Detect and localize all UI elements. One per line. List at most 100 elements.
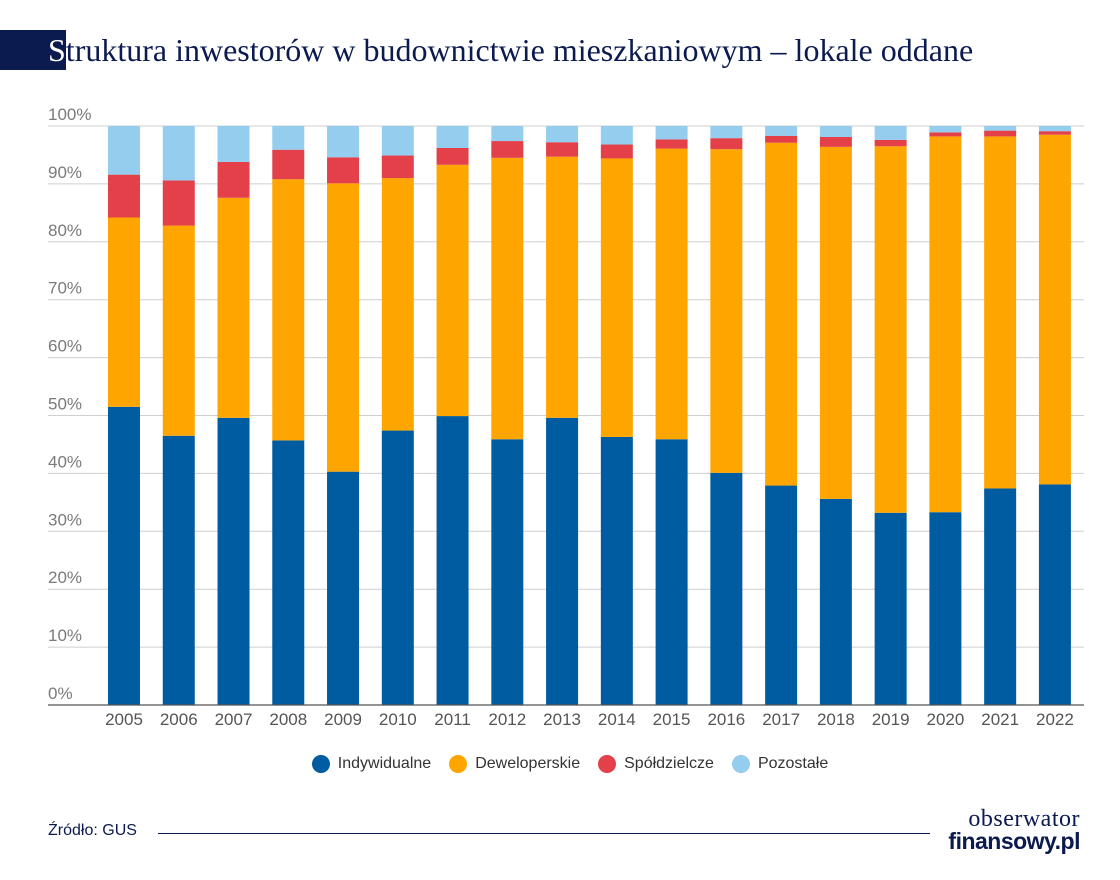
x-tick-label: 2021: [981, 710, 1019, 729]
bar-segment-spółdzielcze: [819, 137, 852, 147]
legend-item: Deweloperskie: [449, 755, 580, 773]
y-tick-label: 90%: [48, 163, 82, 182]
y-tick-label: 70%: [48, 279, 82, 298]
bar-segment-deweloperskie: [162, 225, 195, 436]
bar-segment-spółdzielcze: [546, 142, 579, 157]
bar-segment-spółdzielcze: [929, 132, 962, 137]
bar-segment-pozostałe: [272, 126, 305, 150]
bar-segment-pozostałe: [546, 126, 579, 143]
legend-label: Spółdzielcze: [624, 755, 714, 772]
bar-segment-deweloperskie: [929, 136, 962, 513]
bar-segment-indywidualne: [929, 512, 962, 705]
bar-segment-pozostałe: [491, 126, 524, 142]
x-tick-label: 2012: [488, 710, 526, 729]
bar-segment-deweloperskie: [272, 179, 305, 441]
bar-segment-indywidualne: [272, 440, 305, 705]
y-tick-label: 0%: [48, 684, 73, 703]
stacked-bar-chart: 0% 10% 20% 30% 40% 50% 60% 70% 80% 90% 100% 2005 200…: [48, 105, 1084, 729]
x-tick-label: 2019: [872, 710, 910, 729]
title-text: truktura inwestorów w budownictwie miesz…: [65, 32, 974, 68]
bar-segment-spółdzielcze: [108, 174, 140, 218]
legend-label: Pozostałe: [757, 755, 829, 772]
bar-segment-indywidualne: [874, 512, 907, 705]
bar-segment-spółdzielcze: [272, 149, 305, 180]
title-accent-bar: [0, 30, 66, 70]
x-tick-label: 2022: [1036, 710, 1074, 729]
bar-segment-indywidualne: [710, 472, 743, 705]
bar-segment-indywidualne: [819, 498, 852, 705]
bar-segment-spółdzielcze: [984, 130, 1017, 137]
legend-label: Indywidualne: [337, 755, 432, 772]
bar-segment-indywidualne: [327, 471, 360, 705]
x-tick-label: 2009: [324, 710, 362, 729]
bar-segment-indywidualne: [381, 430, 414, 705]
y-tick-label: 20%: [48, 568, 82, 587]
legend-swatch: [731, 755, 750, 773]
bar-segment-spółdzielcze: [1038, 131, 1071, 135]
bar-segment-pozostałe: [929, 126, 962, 133]
y-tick-label: 40%: [48, 452, 82, 471]
bar-segment-pozostałe: [327, 126, 360, 158]
y-tick-label: 100%: [48, 105, 91, 124]
source-note: Źródło: GUS: [48, 822, 137, 839]
y-tick-label: 80%: [48, 221, 82, 240]
legend-item: Pozostałe: [731, 755, 829, 773]
bar-segment-deweloperskie: [710, 149, 743, 473]
bar-segment-pozostałe: [600, 126, 633, 145]
footer-divider: [158, 833, 930, 834]
y-tick-label: 10%: [48, 626, 82, 645]
x-tick-label: 2008: [269, 710, 307, 729]
bar-segment-indywidualne: [600, 436, 633, 705]
bar-segment-indywidualne: [162, 435, 195, 705]
bar-segment-pozostałe: [710, 126, 743, 139]
bar-segment-indywidualne: [436, 416, 469, 705]
y-tick-label: 60%: [48, 337, 82, 356]
bar-segment-spółdzielcze: [874, 139, 907, 147]
chart-legend: Indywidualne Deweloperskie Spółdzielcze Poz…: [0, 755, 1120, 773]
bar-segment-deweloperskie: [600, 158, 633, 437]
bar-segment-deweloperskie: [874, 146, 907, 513]
brand-logo: obserwator finansowy.pl: [948, 806, 1080, 853]
logo-line-1: obserwator: [968, 806, 1080, 832]
bar-segment-spółdzielcze: [491, 141, 524, 158]
bar-segment-pozostałe: [984, 126, 1017, 131]
bar-segment-spółdzielcze: [162, 180, 195, 226]
legend-swatch: [449, 755, 468, 773]
bar-segment-spółdzielcze: [710, 138, 743, 150]
bar-segment-deweloperskie: [381, 178, 414, 431]
x-tick-label: 2016: [707, 710, 745, 729]
x-tick-label: 2020: [926, 710, 964, 729]
bar-segment-deweloperskie: [108, 217, 140, 407]
bar-segment-indywidualne: [984, 488, 1017, 705]
legend-item: Spółdzielcze: [598, 755, 714, 773]
bar-segment-pozostałe: [1038, 126, 1071, 132]
legend-swatch: [311, 755, 330, 773]
x-tick-label: 2015: [653, 710, 691, 729]
bar-segment-pozostałe: [765, 126, 798, 136]
bar-segment-spółdzielcze: [765, 135, 798, 143]
bar-segment-deweloperskie: [327, 183, 360, 472]
bar-segment-spółdzielcze: [217, 161, 250, 198]
bar-segment-indywidualne: [217, 417, 250, 705]
y-tick-label: 30%: [48, 510, 82, 529]
x-tick-label: 2007: [215, 710, 253, 729]
legend-label: Deweloperskie: [475, 755, 581, 772]
bar-segment-indywidualne: [655, 439, 688, 705]
bar-segment-pozostałe: [819, 126, 852, 138]
bar-segment-spółdzielcze: [327, 157, 360, 184]
legend-item: Indywidualne: [311, 755, 432, 773]
x-tick-label: 2017: [762, 710, 800, 729]
bar-segment-pozostałe: [436, 126, 469, 149]
x-tick-label: 2006: [160, 710, 198, 729]
bar-segment-spółdzielcze: [381, 155, 414, 179]
bar-segment-indywidualne: [1038, 484, 1071, 705]
bar-segment-spółdzielcze: [436, 148, 469, 165]
bar-segment-deweloperskie: [984, 136, 1017, 489]
bar-segment-indywidualne: [491, 439, 524, 705]
bar-segment-deweloperskie: [1038, 134, 1071, 485]
bar-segment-pozostałe: [381, 126, 414, 156]
bar-segment-spółdzielcze: [655, 139, 688, 149]
bar-segment-pozostałe: [874, 126, 907, 140]
x-tick-label: 2011: [434, 710, 471, 729]
legend-swatch: [598, 755, 617, 773]
